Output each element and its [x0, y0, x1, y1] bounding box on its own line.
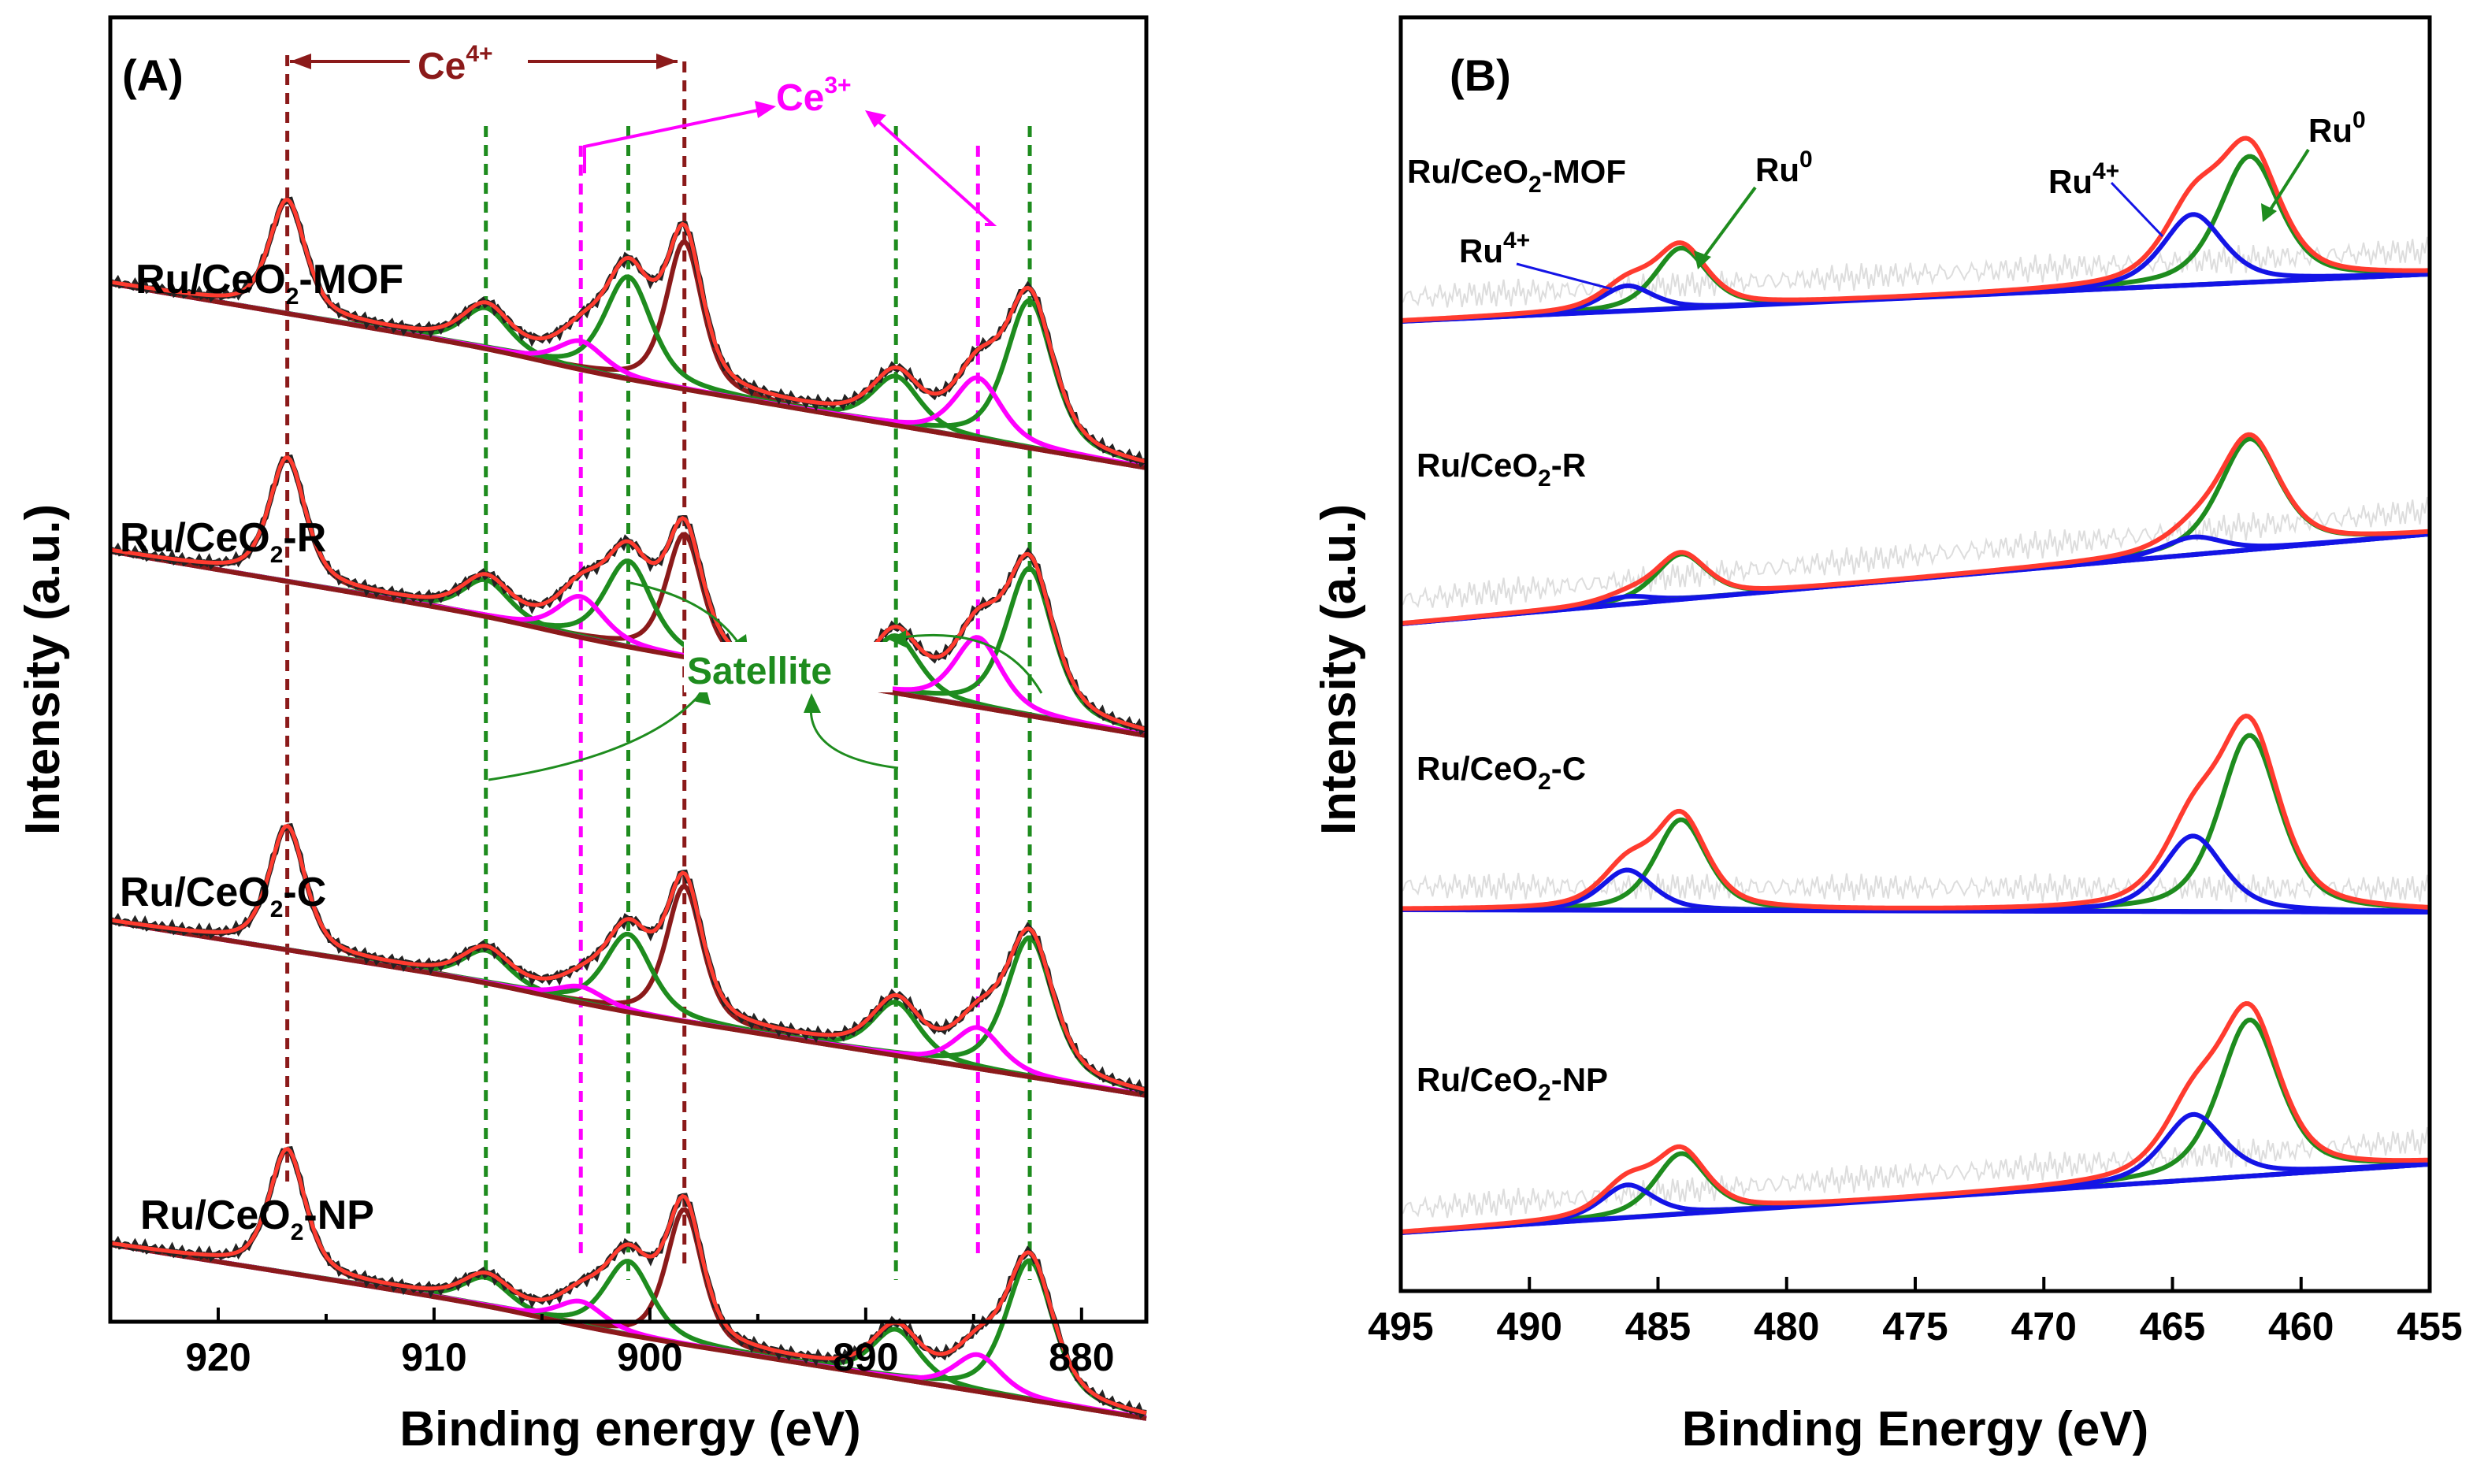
- fitted-envelope: [110, 824, 1147, 1093]
- panel-a-series-ru-ceo2-mof: [109, 196, 1147, 470]
- panel-a-tick-label-890: 890: [833, 1335, 898, 1379]
- panel-a-y-axis-title: Intensity (a.u.): [16, 504, 70, 835]
- panel-b-axis-frame: [1398, 15, 2432, 1293]
- panel-a-tick-label-880: 880: [1049, 1335, 1114, 1379]
- panel-b-tick-label-480: 480: [1754, 1304, 1819, 1349]
- panel-b: 495 490 485 480 475 470 465 460 455 (B) Ru/CeO2-…: [1312, 15, 2463, 1456]
- ru0-label-right: Ru0: [2308, 107, 2366, 149]
- background-line: [110, 549, 1147, 738]
- background-line: [110, 281, 1147, 470]
- panel-a-sample-label-r: Ru/CeO2-R: [120, 515, 326, 568]
- ce4-annotation: Ce4+: [290, 38, 678, 87]
- panel-b-sample-label-np: Ru/CeO2-NP: [1417, 1061, 1608, 1106]
- panel-a-label: (A): [122, 50, 184, 100]
- panel-b-tick-label-470: 470: [2011, 1304, 2077, 1349]
- panel-b-series-ru-ceo2-mof: [1400, 135, 2430, 324]
- panel-b-series-ru-ceo2-np: [1400, 1000, 2430, 1235]
- fitted-envelope: [1400, 432, 2430, 626]
- panel-a-axis-frame: [108, 15, 1149, 1324]
- background-line: [110, 1242, 1147, 1421]
- raw-noise-trace: [1400, 1126, 2430, 1219]
- panel-b-tick-label-485: 485: [1625, 1304, 1691, 1349]
- ce3-label: Ce3+: [776, 72, 852, 119]
- panel-a-x-ticks: 920 910 900 890 880: [185, 1308, 1115, 1379]
- ru4-label-left: Ru4+: [1459, 228, 1530, 269]
- fitted-envelope: [110, 455, 1147, 732]
- panel-a: 920 910 900 890 880 (A) Ru/CeO2-MOF Ru/CeO2-…: [16, 15, 1149, 1456]
- ru0-leader-right: [2266, 148, 2310, 216]
- satellite-label: Satellite: [687, 651, 832, 692]
- panel-a-sample-label-c: Ru/CeO2-C: [120, 870, 326, 922]
- background-line: [1400, 907, 2430, 915]
- panel-a-sample-label-mof: Ru/CeO2-MOF: [136, 257, 403, 310]
- panel-a-x-axis-title: Binding energy (eV): [399, 1402, 861, 1456]
- ce3-annotation: Ce3+: [583, 72, 997, 226]
- panel-b-tick-label-475: 475: [1882, 1304, 1948, 1349]
- fitted-envelope: [1400, 1000, 2430, 1234]
- ru0-leader-left: [1700, 186, 1757, 262]
- component-ru4-3p3-2: [1400, 212, 2430, 324]
- ru4-leader-right: [2110, 181, 2164, 238]
- panel-b-tick-label-455: 455: [2397, 1304, 2462, 1349]
- panel-a-series-ru-ceo2-np: [109, 1146, 1147, 1421]
- raw-noise-trace: [1400, 873, 2430, 903]
- panel-b-sample-label-mof: Ru/CeO2-MOF: [1407, 153, 1626, 198]
- panel-b-y-axis-title: Intensity (a.u.): [1312, 504, 1366, 835]
- raw-spectrum: [109, 196, 1147, 468]
- ce4-label: Ce4+: [418, 41, 493, 87]
- panel-b-sample-label-r: Ru/CeO2-R: [1417, 447, 1586, 492]
- panel-a-reference-lines: [285, 55, 1032, 1280]
- ru4-label-right: Ru4+: [2048, 158, 2119, 200]
- panel-a-tick-label-910: 910: [401, 1335, 466, 1379]
- panel-a-series-ru-ceo2-r: [109, 454, 1147, 738]
- component-ru4-3p3-2: [1400, 833, 2430, 914]
- ru0-label-left: Ru0: [1755, 147, 1813, 188]
- raw-spectrum: [109, 454, 1147, 736]
- panel-a-curves: [109, 196, 1147, 1421]
- fitted-envelope: [1400, 713, 2430, 911]
- fitted-envelope: [1400, 135, 2430, 323]
- raw-noise-trace: [1400, 496, 2430, 609]
- panel-a-tick-label-900: 900: [617, 1335, 682, 1379]
- panel-a-series-ru-ceo2-c: [109, 822, 1147, 1098]
- raw-noise-trace: [1400, 236, 2430, 308]
- panel-a-sample-label-np: Ru/CeO2-NP: [140, 1193, 374, 1245]
- panel-b-curves: [1400, 135, 2430, 1235]
- fitted-envelope: [110, 198, 1147, 464]
- panel-b-tick-label-460: 460: [2268, 1304, 2334, 1349]
- fitted-envelope: [110, 1147, 1147, 1415]
- background-line: [110, 919, 1147, 1098]
- panel-b-x-axis-title: Binding Energy (eV): [1682, 1402, 2148, 1456]
- panel-b-tick-label-495: 495: [1368, 1304, 1433, 1349]
- panel-a-tick-label-920: 920: [185, 1335, 251, 1379]
- panel-b-sample-label-c: Ru/CeO2-C: [1417, 750, 1586, 795]
- panel-b-label: (B): [1450, 50, 1511, 100]
- panel-b-tick-label-465: 465: [2140, 1304, 2205, 1349]
- panel-b-series-ru-ceo2-r: [1400, 432, 2430, 626]
- panel-b-tick-label-490: 490: [1497, 1304, 1562, 1349]
- ru4-leader-left: [1516, 262, 1616, 291]
- panel-b-series-ru-ceo2-c: [1400, 713, 2430, 915]
- satellite-annotation: [488, 581, 1043, 781]
- panel-b-x-ticks: 495 490 485 480 475 470 465 460 455: [1368, 1277, 2463, 1349]
